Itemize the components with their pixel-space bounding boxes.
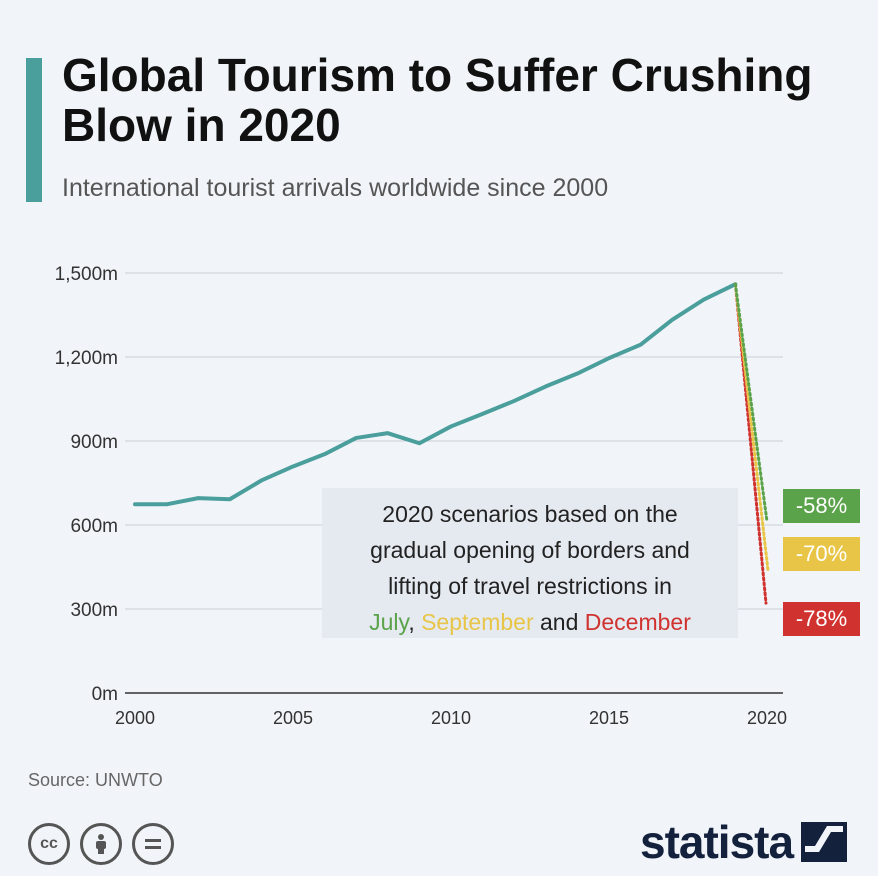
license-icons: cc	[28, 823, 174, 865]
badge-september: -70%	[783, 537, 860, 571]
creative-commons-icon[interactable]: cc	[28, 823, 70, 865]
x-tick-label: 2005	[273, 708, 313, 728]
annotation-december: December	[584, 609, 691, 635]
scenario-annotation: 2020 scenarios based on the gradual open…	[322, 488, 738, 638]
x-tick-label: 2020	[747, 708, 787, 728]
y-tick-label: 1,500m	[55, 264, 118, 285]
scenario-line-december	[733, 282, 768, 605]
title-accent-bar	[26, 58, 42, 202]
scenario-line-july	[733, 282, 769, 523]
chart-title: Global Tourism to Suffer Crushing Blow i…	[62, 49, 813, 151]
x-tick-label: 2015	[589, 708, 629, 728]
x-tick-label: 2010	[431, 708, 471, 728]
annotation-line-3: lifting of travel restrictions in	[388, 573, 672, 599]
y-tick-label: 600m	[70, 516, 118, 537]
y-tick-label: 900m	[70, 432, 118, 453]
y-tick-label: 1,200m	[55, 348, 118, 369]
source-text: Source: UNWTO	[28, 770, 163, 790]
badge-july: -58%	[783, 489, 860, 523]
annotation-september: September	[421, 609, 534, 635]
statista-logo-icon	[801, 822, 848, 862]
logo-text: statista	[640, 816, 794, 868]
badge-december: -78%	[783, 602, 860, 636]
annotation-july: July	[369, 609, 409, 635]
annotation-sep: ,	[408, 609, 422, 635]
chart-subtitle: International tourist arrivals worldwide…	[62, 174, 609, 202]
annotation-line-2: gradual opening of borders and	[370, 537, 690, 563]
annotation-line-4: July, September and December	[322, 604, 738, 640]
series-line	[133, 282, 738, 507]
annotation-and: and	[533, 609, 585, 635]
no-derivatives-icon[interactable]	[132, 823, 174, 865]
x-tick-label: 2000	[115, 708, 155, 728]
statista-logo[interactable]: statista	[640, 815, 848, 869]
y-tick-label: 300m	[70, 600, 118, 621]
attribution-icon[interactable]	[80, 823, 122, 865]
y-tick-label: 0m	[92, 684, 118, 705]
annotation-line-1: 2020 scenarios based on the	[382, 501, 678, 527]
